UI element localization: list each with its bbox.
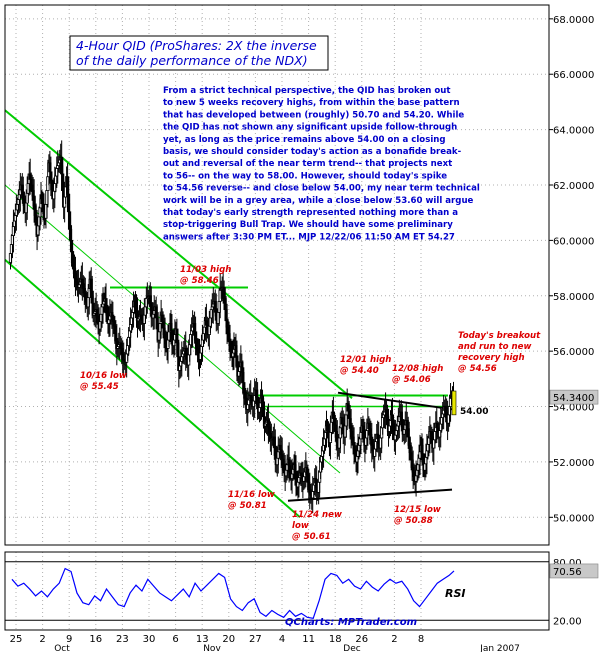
date-tick-label: 4	[279, 634, 285, 645]
annotation-text: @ 55.45	[80, 382, 119, 392]
rsi-layer	[5, 561, 549, 621]
commentary-line: that today's early strength represented …	[163, 208, 458, 218]
annotation-text: 11/24 new	[292, 510, 342, 520]
date-tick-label: 2	[391, 634, 397, 645]
price-panel-frame	[4, 4, 550, 546]
annotation-text: 54.00	[460, 407, 488, 417]
rsi-last-label: 70.56	[553, 567, 582, 578]
price-tick-label: 58.0000	[553, 292, 594, 303]
price-tick-label: 60.0000	[553, 236, 594, 247]
annotation-text: 12/01 high	[340, 355, 391, 365]
annotation-text: @ 50.61	[292, 532, 331, 542]
rsi-last-marker	[549, 563, 599, 579]
last-price-label: 54.3400	[553, 393, 594, 404]
rsi-tick-label: 20.00	[553, 616, 582, 627]
date-tick-label: 25	[10, 634, 23, 645]
candle-layer	[8, 140, 457, 514]
annotation-text: 12/15 low	[394, 505, 441, 515]
rsi-tick-label: 80.00	[553, 558, 582, 569]
annotation-text: 11/16 low	[228, 490, 275, 500]
date-tick-label: 18	[329, 634, 342, 645]
price-tick-label: 64.0000	[553, 126, 594, 137]
annotation-text: @ 54.56	[458, 364, 497, 374]
date-tick-label: 13	[196, 634, 209, 645]
month-label: Nov	[203, 644, 221, 652]
commentary-line: answers after 3:30 PM ET... MJP 12/22/06…	[163, 232, 455, 242]
price-tick-label: 54.0000	[553, 403, 594, 414]
trendline-layer	[4, 109, 453, 519]
annotation-text: @ 54.06	[392, 375, 431, 385]
annotation-text: @ 50.88	[394, 516, 433, 526]
rsi-label: RSI	[445, 587, 466, 600]
commentary-line: basis, we should consider today's action…	[163, 147, 462, 157]
month-label: Jan 2007	[479, 644, 520, 652]
channel-lower-line	[4, 259, 301, 519]
commentary-line: work will be in a grey area, while a clo…	[163, 196, 474, 206]
frame-layer	[4, 4, 550, 631]
price-tick-label: 68.0000	[553, 15, 594, 26]
commentary-line: to new 5 weeks recovery highs, from with…	[163, 98, 460, 108]
commentary-line: that has developed between (roughly) 50.…	[163, 110, 464, 120]
annotation-text: 10/16 low	[80, 371, 127, 381]
annotation-text: @ 50.81	[228, 501, 267, 511]
title-line: 4-Hour QID (ProShares: 2X the inverse	[76, 38, 317, 53]
rsi-line	[11, 567, 455, 619]
grid-layer	[5, 5, 549, 630]
date-tick-label: 20	[222, 634, 235, 645]
annotation-text: and run to new	[458, 342, 531, 352]
commentary-line: to 54.56 reverse-- and close below 54.00…	[163, 184, 480, 194]
price-tick-label: 50.0000	[553, 513, 594, 524]
breakout-candle	[451, 390, 457, 416]
annotation-text: low	[292, 521, 309, 531]
rsi-panel-frame	[4, 551, 550, 631]
date-tick-label: 16	[89, 634, 102, 645]
axis-layer: 50.0000 52.0000 54.0000 56.0000 58.0000 60.00…	[10, 15, 599, 654]
footer-credit: QCharts: MPTrader.com	[285, 617, 417, 628]
commentary-line: stop-triggering Bull Trap. We should hav…	[163, 220, 453, 230]
date-tick-label: 2	[39, 634, 45, 645]
title-box	[69, 35, 329, 71]
triangle-lower-line	[287, 488, 453, 502]
annotation-text: 12/08 high	[392, 364, 443, 374]
commentary-line: the QID has not shown any significant up…	[163, 123, 457, 133]
date-tick-label: 30	[143, 634, 156, 645]
commentary-line: out and reversal of the near term trend-…	[163, 159, 452, 169]
price-tick-label: 56.0000	[553, 347, 594, 358]
month-label: Dec	[343, 644, 360, 652]
last-price-marker	[549, 389, 599, 405]
price-tick-label: 52.0000	[553, 458, 594, 469]
commentary-line: to 56-- on the way to 58.00. However, sh…	[163, 171, 447, 181]
date-tick-label: 6	[172, 634, 178, 645]
date-tick-label: 26	[355, 634, 368, 645]
triangle-upper-line	[337, 391, 453, 411]
date-tick-label: 8	[418, 634, 424, 645]
title-line: of the daily performance of the NDX)	[76, 53, 308, 68]
date-tick-label: 11	[302, 634, 315, 645]
price-tick-label: 66.0000	[553, 70, 594, 81]
price-tick-label: 62.0000	[553, 181, 594, 192]
annotation-text: @ 58.46	[180, 276, 219, 286]
text-layer: RSI QCharts: MPTrader.com 4-Hour QID (ProS…	[69, 35, 541, 628]
month-label: Oct	[54, 644, 70, 652]
date-tick-label: 9	[66, 634, 72, 645]
date-tick-label: 27	[249, 634, 262, 645]
annotation-text: recovery high	[458, 353, 525, 363]
annotation-text: 11/03 high	[180, 265, 231, 275]
annotation-text: @ 54.40	[340, 366, 379, 376]
annotation-text: Today's breakout	[458, 331, 541, 341]
commentary-line: From a strict technical perspective, the…	[163, 86, 451, 96]
commentary-line: yet, as long as the price remains above …	[163, 135, 446, 145]
date-tick-label: 23	[116, 634, 129, 645]
